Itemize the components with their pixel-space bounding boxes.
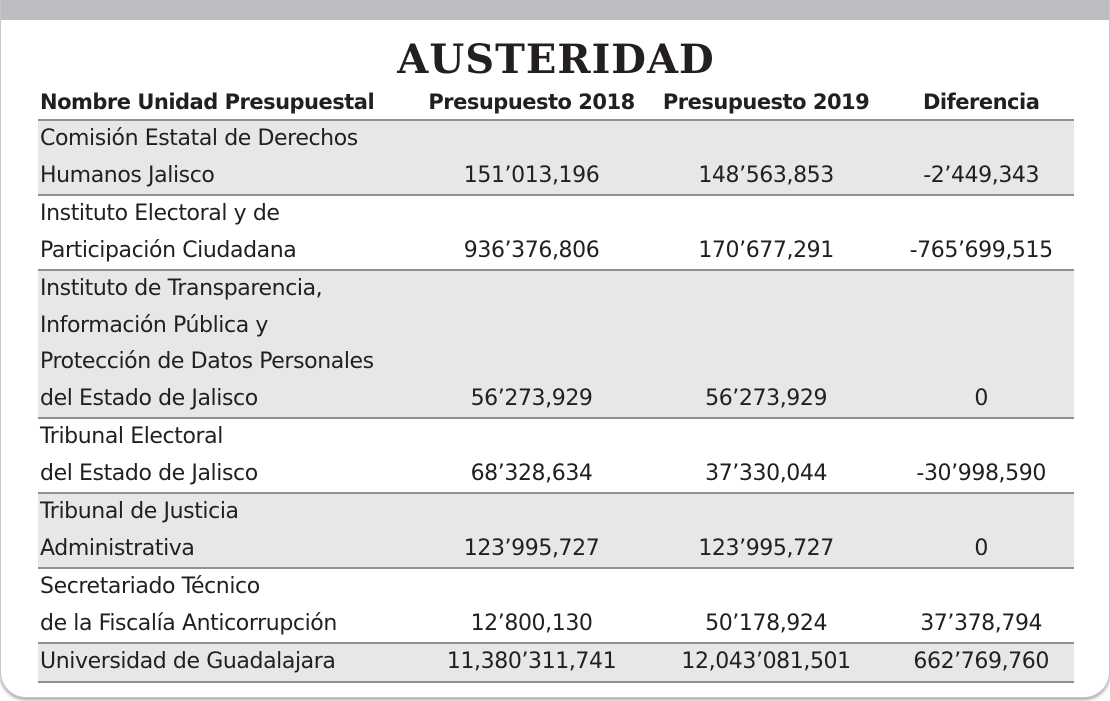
table-row: Instituto Electoral y de Participación C… [38, 196, 1074, 271]
header-name: Nombre Unidad Presupuestal [40, 90, 375, 115]
page-title: AUSTERIDAD [397, 36, 715, 83]
unit-name-line: Información Pública y [40, 312, 269, 338]
unit-name-line: de la Fiscalía Anticorrupción [40, 610, 337, 636]
unit-name-line: del Estado de Jalisco [40, 385, 258, 411]
unit-name-line: Humanos Jalisco [40, 162, 215, 188]
header-budget-2019: Presupuesto 2019 [662, 90, 870, 115]
table-row: Secretariado Técnico de la Fiscalía Anti… [38, 569, 1074, 644]
unit-name-line: Instituto de Transparencia, [40, 276, 323, 301]
unit-name: Comisión Estatal de Derechos Humanos Jal… [38, 121, 419, 194]
table-row: Universidad de Guadalajara 11,380’311,74… [38, 644, 1074, 683]
budget-2018-cell: 936’376,806 [463, 237, 600, 263]
unit-name: Universidad de Guadalajara [38, 644, 419, 681]
table-row: Comisión Estatal de Derechos Humanos Jal… [38, 121, 1074, 196]
unit-name-line: Secretariado Técnico [40, 574, 260, 599]
difference-cell: 662’769,760 [913, 649, 1049, 674]
budget-2018-cell: 11,380’311,741 [446, 649, 617, 674]
budget-2018-cell: 151’013,196 [463, 162, 600, 188]
difference-cell: -765’699,515 [909, 237, 1054, 263]
budget-2019-cell: 170’677,291 [698, 237, 834, 263]
unit-name-line: Tribunal Electoral [40, 424, 223, 449]
budget-2019-cell: 50’178,924 [705, 610, 828, 636]
header-difference: Diferencia [922, 90, 1040, 115]
budget-2019-cell: 148’563,853 [698, 162, 834, 188]
header-budget-2018: Presupuesto 2018 [428, 90, 635, 115]
unit-name-line: Participación Ciudadana [40, 237, 297, 263]
table-header: Nombre Unidad Presupuestal Presupuesto 2… [38, 86, 1074, 121]
budget-2019-cell: 12,043’081,501 [681, 649, 851, 674]
budget-2018-cell: 68’328,634 [470, 460, 593, 486]
difference-cell: 37’378,794 [920, 610, 1043, 636]
budget-2018-cell: 56’273,929 [470, 385, 593, 411]
budget-2018-cell: 12’800,130 [470, 610, 593, 636]
unit-name: Instituto de Transparencia, Información … [38, 271, 419, 417]
budget-2019-cell: 123’995,727 [698, 535, 834, 561]
unit-name: Tribunal Electoral del Estado de Jalisco [38, 419, 419, 492]
budget-2018-cell: 123’995,727 [463, 535, 600, 561]
budget-2019-cell: 37’330,044 [705, 460, 828, 486]
unit-name: Instituto Electoral y de Participación C… [38, 196, 419, 269]
unit-name-line: Universidad de Guadalajara [40, 649, 336, 674]
unit-name: Secretariado Técnico de la Fiscalía Anti… [38, 569, 419, 642]
table-row: Instituto de Transparencia, Información … [38, 271, 1074, 419]
unit-name-line: Comisión Estatal de Derechos [40, 126, 358, 151]
difference-cell: -2’449,343 [923, 162, 1040, 188]
unit-name: Tribunal de Justicia Administrativa [38, 494, 419, 567]
budget-2019-cell: 56’273,929 [705, 385, 828, 411]
table-row: Tribunal de Justicia Administrativa 123’… [38, 494, 1074, 569]
difference-cell: 0 [974, 535, 988, 561]
unit-name-line: Instituto Electoral y de [40, 201, 280, 226]
table-row: Tribunal Electoral del Estado de Jalisco… [38, 419, 1074, 494]
top-bar [1, 0, 1109, 20]
unit-name-line: Protección de Datos Personales [40, 349, 374, 374]
difference-cell: -30’998,590 [916, 460, 1046, 486]
unit-name-line: del Estado de Jalisco [40, 460, 258, 486]
unit-name-line: Administrativa [40, 535, 195, 561]
unit-name-line: Tribunal de Justicia [40, 499, 239, 524]
budget-table: Nombre Unidad Presupuestal Presupuesto 2… [38, 86, 1074, 683]
difference-cell: 0 [974, 385, 988, 411]
